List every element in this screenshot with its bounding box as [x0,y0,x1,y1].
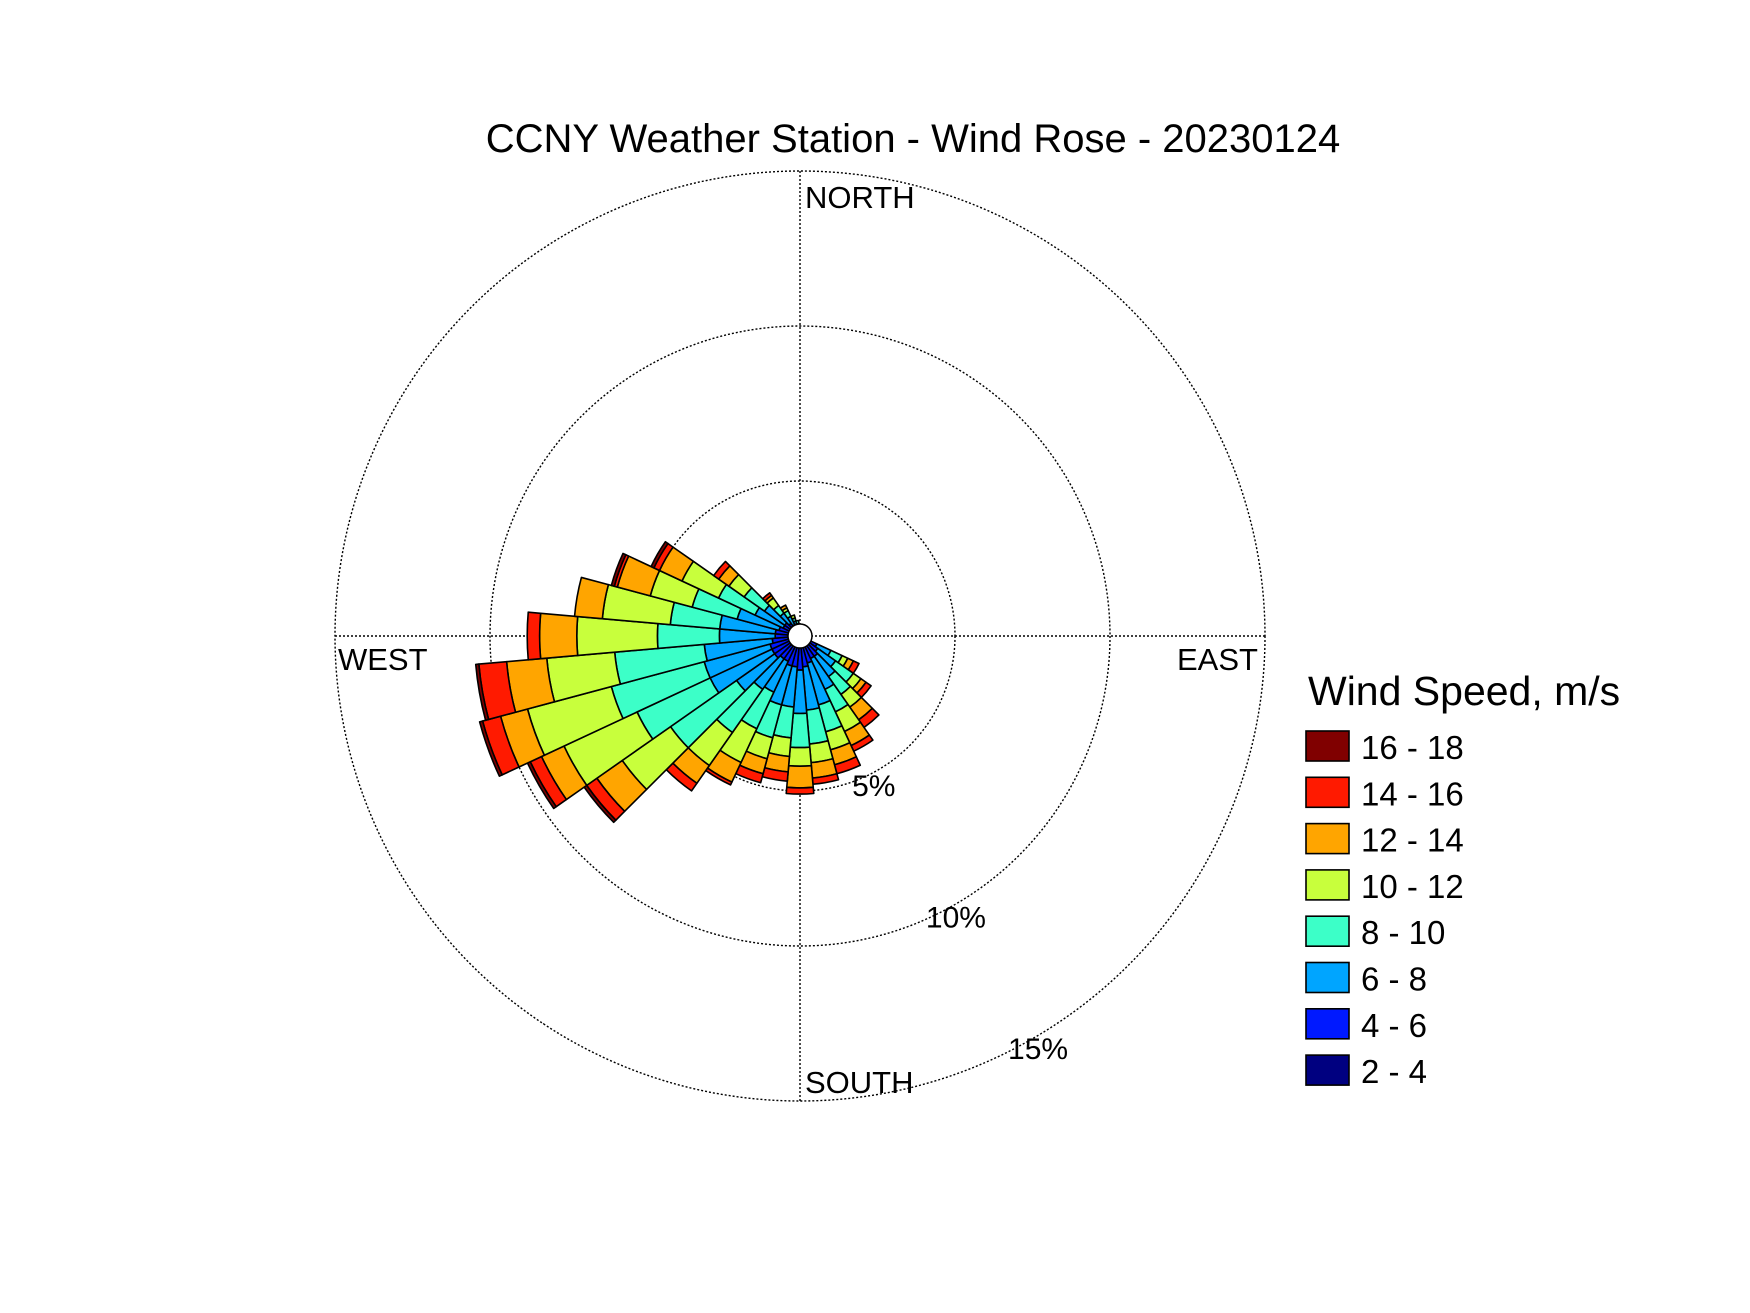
legend-swatch-1 [1305,730,1350,762]
legend-label-2: 14 - 16 [1361,775,1464,812]
legend-label-5: 8 - 10 [1361,914,1445,951]
grid-ring-2 [489,325,1111,947]
legend-label-6: 6 - 8 [1361,961,1427,998]
wedge-270-bin-7 [526,611,542,661]
chart-title: CCNY Weather Station - Wind Rose - 20230… [486,117,1341,161]
legend: 16 - 18 14 - 16 12 - 14 10 - 12 8 - 10 6 - 8 4… [1305,729,1464,1090]
legend-swatch-6 [1305,961,1350,994]
wedge-310-bin-7 [712,560,731,580]
wedge-320-bin-7 [761,592,773,602]
north-label: NORTH [805,180,915,215]
legend-swatch-7 [1305,1007,1350,1040]
legend-swatch-5 [1305,915,1350,948]
legend-label-4: 10 - 12 [1361,868,1464,905]
south-label: SOUTH [805,1065,914,1100]
calm-center-circle [787,623,813,649]
wedge-340-bin-5 [790,614,796,620]
wedge-250-bin-8 [478,720,503,777]
wedge-180-bin-7 [785,786,815,795]
wind-sectors [474,540,880,824]
east-label: EAST [1177,642,1258,677]
legend-swatch-2 [1305,776,1350,809]
legend-label-1: 16 - 18 [1361,729,1464,766]
wedge-180-bin-5 [787,746,813,767]
wedge-330-bin-6 [779,604,788,612]
ring-label-5: 5% [852,770,895,803]
legend-label-8: 2 - 4 [1361,1053,1427,1090]
wedge-280-bin-6 [573,576,610,620]
west-label: WEST [338,642,428,677]
legend-swatch-3 [1305,822,1350,855]
wedge-180-bin-6 [785,764,815,789]
ring-label-15: 15% [1008,1033,1068,1066]
legend-label-3: 12 - 14 [1361,822,1464,859]
wedge-300-bin-8 [650,540,669,569]
wedge-290-bin-8 [610,552,627,588]
wedge-270-bin-6 [538,612,579,660]
legend-swatch-4 [1305,869,1350,901]
legend-swatch-8 [1305,1054,1350,1086]
ring-label-10: 10% [926,902,986,935]
ring-labels: 5% 10% 15% [852,770,1068,1066]
legend-title: Wind Speed, m/s [1308,668,1620,714]
wedge-260-bin-8 [474,663,490,722]
legend-label-7: 4 - 6 [1361,1007,1427,1044]
